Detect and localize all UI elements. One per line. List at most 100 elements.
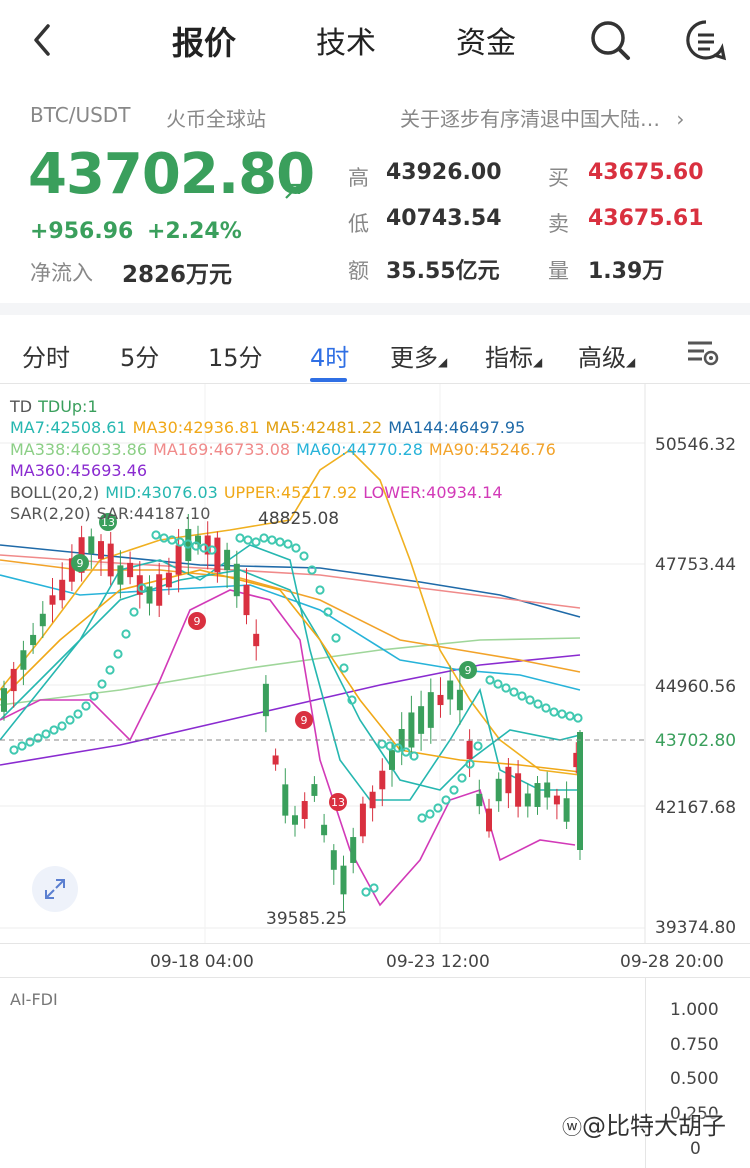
td-marker (295, 711, 313, 729)
ma338-line (0, 637, 581, 706)
sar-dot (41, 729, 51, 739)
back-button[interactable] (28, 20, 68, 60)
sar-dot (433, 803, 443, 813)
fullscreen-button[interactable] (32, 866, 78, 912)
sar-dot (9, 745, 19, 755)
tab-funds[interactable]: 资金 (456, 26, 516, 61)
sar-dot (409, 751, 419, 761)
news-text: 关于逐步有序清退中国大陆… (400, 107, 660, 131)
td-marker (459, 661, 477, 679)
tab-indicators[interactable]: 指标◢ (485, 338, 542, 373)
sar-dot (73, 709, 83, 719)
ma360-line (0, 654, 581, 766)
fdi-label: AI-FDI (10, 990, 58, 1009)
sar-dot (97, 679, 107, 689)
tab-technical[interactable]: 技术 (316, 26, 376, 61)
high-label: 高 (348, 166, 369, 190)
tab-4h-underline (310, 378, 347, 382)
sar-dot (441, 795, 451, 805)
legend-ma338: MA338:46033.86 (10, 440, 148, 459)
candles (1, 513, 583, 912)
candle-body (495, 778, 502, 802)
sar-dot (417, 813, 427, 823)
tab-advanced[interactable]: 高级◢ (578, 338, 635, 373)
candle-body (49, 595, 56, 605)
dropdown-triangle-icon: ◢ (533, 355, 543, 369)
td-marker (71, 554, 89, 572)
tab-4h[interactable]: 4时 (310, 344, 350, 372)
legend-ma7: MA7:42508.61 (10, 418, 127, 437)
chevron-left-icon (34, 24, 50, 56)
search-button[interactable] (588, 18, 632, 62)
sar-dot (267, 535, 277, 545)
sar-dot (377, 739, 387, 749)
candle-body (127, 562, 134, 578)
tab-timeshare[interactable]: 分时 (22, 344, 70, 372)
y-tick-label: 44960.56 (655, 677, 737, 697)
sar-dot (167, 535, 177, 545)
chart-settings-icon (688, 341, 719, 366)
x-tick-label: 09-28 20:00 (620, 952, 724, 972)
sar-dot (251, 537, 261, 547)
up-arrow-icon (285, 183, 301, 199)
ma144-line (0, 544, 581, 618)
sar-dot (573, 713, 583, 723)
lower-band (0, 589, 576, 907)
sar-dot (369, 883, 379, 893)
candle-body (379, 770, 386, 790)
y-tick-label: 39374.80 (655, 918, 737, 938)
candle-body (233, 563, 240, 597)
sar-dot (49, 725, 59, 735)
sar-dot (307, 565, 317, 575)
candle-body (146, 586, 153, 604)
tab-5min[interactable]: 5分 (120, 344, 160, 372)
sar-dot (105, 665, 115, 675)
volume-value: 1.39万 (588, 259, 665, 284)
tab-more-label: 更多 (390, 344, 438, 372)
candle-body (447, 680, 454, 700)
pair-name: BTC/USDT (30, 103, 131, 127)
td-marker-label: 13 (101, 516, 115, 529)
candle-body (398, 729, 405, 751)
message-button[interactable] (684, 18, 728, 62)
x-axis-bottom-divider (0, 977, 750, 978)
candlestick-chart[interactable]: 13 9 9 9 13 9 (0, 384, 750, 944)
candle-body (204, 535, 211, 555)
chat-menu-icon (686, 20, 727, 61)
chart-settings-button[interactable] (686, 338, 720, 368)
candle-body (282, 784, 289, 816)
ma169-line (0, 554, 581, 609)
td-markers: 13 9 9 9 13 9 (71, 513, 477, 811)
high-annotation: 48825.08 (258, 509, 340, 529)
buy-label: 买 (548, 166, 569, 190)
sar-dot (331, 633, 341, 643)
legend-ma360: MA360:45693.46 (10, 461, 148, 480)
candle-body (577, 732, 583, 850)
sar-dot (465, 759, 475, 769)
tab-quote[interactable]: 报价 (172, 24, 237, 62)
sell-label: 卖 (548, 212, 569, 236)
candle-body (340, 865, 347, 895)
sar-dot (401, 747, 411, 757)
candle-body (359, 803, 366, 837)
candle-body (117, 565, 124, 585)
sar-dot (191, 541, 201, 551)
candle-body (272, 755, 279, 765)
legend-upper: UPPER:45217.92 (223, 483, 358, 502)
low-label: 低 (348, 212, 369, 236)
sar-dot (129, 607, 139, 617)
candle-body (88, 536, 95, 554)
sar-dot (81, 701, 91, 711)
legend-ma5: MA5:42481.22 (265, 418, 383, 437)
candle-body (175, 545, 182, 575)
candle-body (389, 750, 395, 770)
news-link[interactable]: 关于逐步有序清退中国大陆… › (400, 103, 684, 132)
sar-dot (235, 533, 245, 543)
sar-dot (275, 537, 285, 547)
weibo-icon: ⓦ (562, 1115, 582, 1139)
tab-more[interactable]: 更多◢ (390, 338, 447, 373)
candle-body (214, 537, 221, 573)
last-price: 43702.80 (28, 142, 315, 207)
sar-dot (121, 629, 131, 639)
tab-15min[interactable]: 15分 (208, 344, 263, 372)
